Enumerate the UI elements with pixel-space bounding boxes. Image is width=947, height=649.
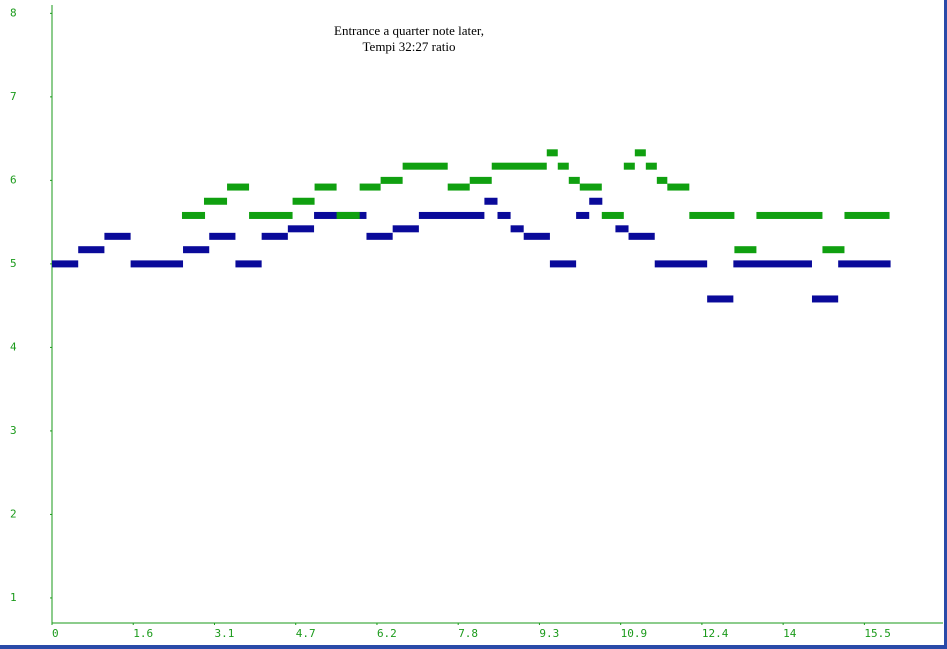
x-tick-label: 3.1 bbox=[214, 627, 234, 640]
x-tick-label: 10.9 bbox=[621, 627, 648, 640]
frame-bottom bbox=[0, 645, 947, 649]
note bbox=[634, 149, 646, 157]
note bbox=[623, 162, 635, 170]
y-tick-label: 5 bbox=[10, 257, 17, 270]
x-tick-label: 9.3 bbox=[539, 627, 559, 640]
y-tick-label: 6 bbox=[10, 173, 17, 186]
note bbox=[249, 211, 293, 219]
note bbox=[734, 246, 757, 254]
note bbox=[568, 176, 580, 184]
x-tick-label: 6.2 bbox=[377, 627, 397, 640]
x-tick-label: 4.7 bbox=[296, 627, 316, 640]
note bbox=[557, 162, 569, 170]
note bbox=[689, 211, 735, 219]
note bbox=[359, 183, 381, 191]
note bbox=[667, 183, 690, 191]
note bbox=[811, 295, 839, 303]
note bbox=[579, 183, 602, 191]
note bbox=[510, 225, 524, 233]
note bbox=[838, 260, 891, 268]
note bbox=[497, 211, 511, 219]
y-tick-label: 7 bbox=[10, 90, 17, 103]
note bbox=[314, 183, 337, 191]
note bbox=[484, 197, 498, 205]
note bbox=[130, 260, 184, 268]
note bbox=[336, 211, 360, 219]
x-tick-label: 15.5 bbox=[864, 627, 891, 640]
y-tick-label: 2 bbox=[10, 507, 17, 520]
note bbox=[447, 183, 470, 191]
x-tick-label: 14 bbox=[783, 627, 797, 640]
note bbox=[615, 225, 629, 233]
note bbox=[523, 232, 550, 240]
chart-title: Entrance a quarter note later, bbox=[334, 23, 484, 38]
note bbox=[822, 246, 845, 254]
frame-right bbox=[944, 0, 947, 649]
x-tick-label: 0 bbox=[52, 627, 59, 640]
note bbox=[549, 260, 577, 268]
note bbox=[78, 246, 105, 254]
note bbox=[183, 246, 210, 254]
note bbox=[181, 211, 206, 219]
note bbox=[491, 162, 547, 170]
note bbox=[645, 162, 657, 170]
note bbox=[235, 260, 262, 268]
chart-title: Tempi 32:27 ratio bbox=[363, 39, 456, 54]
note bbox=[469, 176, 492, 184]
note bbox=[392, 225, 419, 233]
note bbox=[287, 225, 315, 233]
note bbox=[654, 260, 708, 268]
note bbox=[292, 197, 315, 205]
note bbox=[546, 149, 558, 157]
note bbox=[203, 197, 228, 205]
note bbox=[733, 260, 812, 268]
note bbox=[227, 183, 250, 191]
y-tick-label: 8 bbox=[10, 6, 17, 19]
note bbox=[380, 176, 403, 184]
y-tick-label: 4 bbox=[10, 340, 17, 353]
y-tick-label: 3 bbox=[10, 424, 17, 437]
x-tick-label: 12.4 bbox=[702, 627, 729, 640]
note bbox=[628, 232, 655, 240]
note bbox=[601, 211, 624, 219]
y-tick-label: 1 bbox=[10, 591, 17, 604]
note bbox=[576, 211, 590, 219]
note bbox=[756, 211, 823, 219]
note bbox=[707, 295, 734, 303]
note bbox=[402, 162, 448, 170]
note bbox=[52, 260, 79, 268]
note bbox=[844, 211, 890, 219]
note bbox=[104, 232, 131, 240]
note bbox=[656, 176, 668, 184]
x-tick-label: 1.6 bbox=[133, 627, 153, 640]
note bbox=[209, 232, 236, 240]
note bbox=[261, 232, 288, 240]
x-tick-label: 7.8 bbox=[458, 627, 478, 640]
note bbox=[418, 211, 485, 219]
note bbox=[589, 197, 603, 205]
note bbox=[366, 232, 393, 240]
